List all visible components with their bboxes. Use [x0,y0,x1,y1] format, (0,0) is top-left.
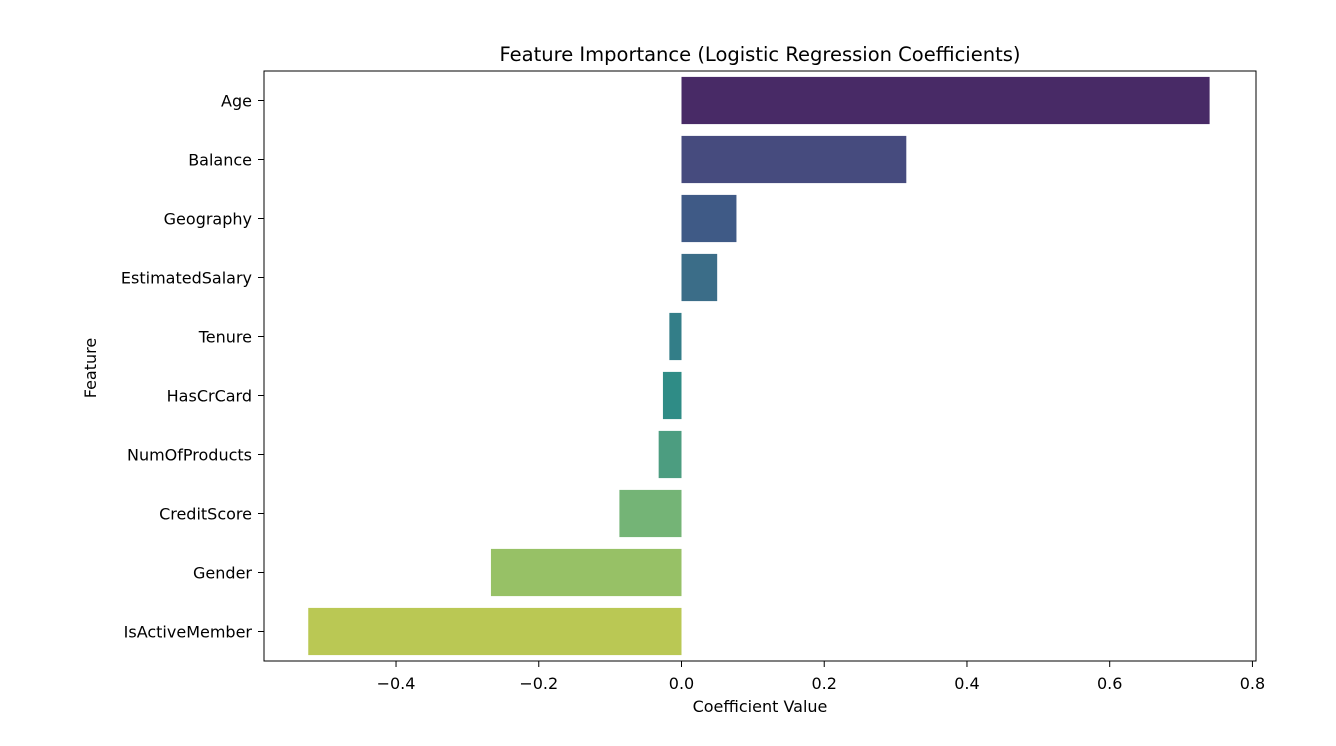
y-tick-label: HasCrCard [167,387,252,406]
bar-balance [681,135,907,184]
x-tick-label: 0.2 [812,674,837,693]
x-tick-label: 0.4 [954,674,979,693]
bar-isactivemember [308,607,682,656]
plot-area-frame [263,70,1257,662]
bar-geography [681,194,737,243]
y-tick-label: EstimatedSalary [121,269,252,288]
bar-numofproducts [658,430,682,479]
bar-creditscore [619,489,682,538]
bar-tenure [669,312,682,361]
y-tick-label: IsActiveMember [124,623,253,642]
x-tick-label: −0.2 [519,674,558,693]
y-axis-ticks: Age Balance Geography EstimatedSalary Tenure… [121,92,264,642]
chart-title: Feature Importance (Logistic Regression … [500,43,1021,66]
y-tick-label: Geography [164,210,252,229]
y-tick-label: Tenure [198,328,252,347]
y-tick-label: CreditScore [159,505,252,524]
x-tick-label: 0.0 [669,674,694,693]
y-tick-label: Gender [193,564,252,583]
y-axis-title: Feature [81,338,100,398]
x-tick-label: 0.8 [1240,674,1265,693]
bar-hascrcard [662,371,682,420]
x-axis-ticks: −0.4 −0.2 0.0 0.2 0.4 0.6 0.8 [377,661,1265,693]
x-tick-label: −0.4 [377,674,416,693]
bar-age [681,76,1210,125]
y-tick-label: Balance [188,151,252,170]
bar-estimatedsalary [681,253,718,302]
y-tick-label: NumOfProducts [127,446,252,465]
bar-gender [490,548,682,597]
x-axis-title: Coefficient Value [693,697,828,716]
bars-group [308,76,1210,656]
x-tick-label: 0.6 [1097,674,1122,693]
y-tick-label: Age [221,92,252,111]
